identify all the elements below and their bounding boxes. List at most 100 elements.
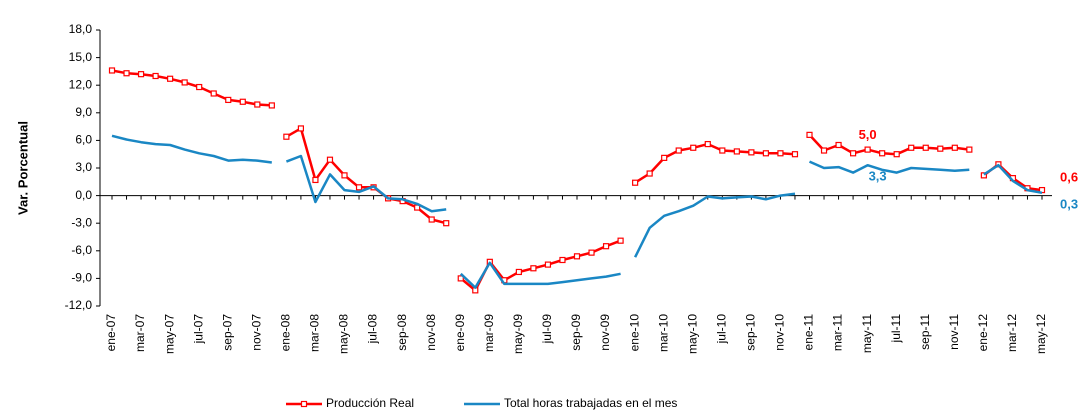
marker	[777, 150, 784, 157]
marker	[167, 75, 174, 82]
y-tick-label: 6,0	[75, 133, 92, 147]
x-tick-label: may-09	[511, 314, 525, 354]
x-tick-label: sep-11	[918, 314, 932, 350]
marker	[312, 176, 319, 184]
y-tick-label: -3,0	[71, 215, 92, 229]
marker	[617, 237, 624, 244]
marker	[210, 90, 217, 97]
marker	[646, 170, 653, 177]
x-tick-label: ene-09	[453, 314, 467, 352]
marker	[893, 151, 900, 158]
x-tick-label: jul-10	[714, 314, 728, 345]
x-tick-label: nov-08	[424, 314, 438, 351]
x-tick-label: nov-11	[947, 314, 961, 350]
x-tick-label: mar-09	[482, 314, 496, 352]
x-tick-label: jul-09	[540, 314, 554, 345]
marker	[152, 72, 159, 80]
marker	[588, 249, 595, 256]
marker	[573, 253, 581, 260]
line	[808, 134, 970, 156]
marker	[559, 256, 566, 264]
marker	[937, 145, 944, 152]
marker	[268, 102, 275, 109]
x-tick-label: sep-10	[744, 314, 758, 351]
marker	[196, 83, 203, 91]
data-label: 0,6	[1060, 170, 1078, 185]
line	[634, 142, 796, 184]
x-tick-label: may-07	[162, 314, 176, 354]
marker	[297, 125, 305, 132]
x-tick-label: ene-08	[279, 314, 293, 352]
marker	[922, 144, 929, 151]
x-tick-label: nov-09	[598, 314, 612, 351]
x-tick-label: mar-08	[308, 314, 322, 352]
marker	[137, 71, 145, 78]
line	[633, 192, 796, 258]
marker	[908, 144, 915, 151]
marker	[341, 172, 348, 179]
y-tick-label: 12,0	[69, 77, 93, 91]
x-tick-label: may-12	[1034, 314, 1048, 354]
line	[111, 134, 272, 164]
y-tick-label: 9,0	[75, 105, 92, 119]
line	[808, 160, 970, 174]
marker	[791, 151, 799, 158]
data-label: 0,3	[1060, 196, 1078, 211]
x-tick-label: may-08	[337, 314, 351, 354]
marker	[966, 146, 973, 153]
y-tick-label: -6,0	[71, 243, 92, 257]
marker	[632, 179, 639, 186]
x-tick-label: sep-07	[220, 314, 234, 351]
x-tick-label: mar-10	[656, 314, 670, 352]
marker	[108, 67, 116, 74]
line	[459, 261, 621, 289]
marker	[806, 131, 813, 138]
series-0: 5,0 0,6	[108, 67, 1078, 294]
marker	[733, 148, 740, 155]
marker	[690, 144, 697, 151]
marker	[719, 147, 726, 154]
marker	[239, 98, 246, 105]
x-tick-label: ene-07	[104, 314, 118, 352]
marker	[225, 96, 232, 104]
x-tick-label: may-10	[685, 314, 699, 354]
y-tick-label: 3,0	[75, 160, 92, 174]
marker	[326, 156, 334, 163]
marker	[661, 154, 668, 161]
marker	[283, 133, 290, 140]
y-tick-label: -9,0	[71, 271, 92, 285]
x-tick-label: may-11	[860, 314, 874, 353]
legend-label: Total horas trabajadas en el mes	[504, 396, 677, 410]
y-tick-label: 15,0	[69, 50, 93, 64]
x-tick-label: mar-07	[133, 314, 147, 352]
x-tick-label: jul-08	[366, 314, 380, 345]
y-tick-label: -12,0	[65, 298, 93, 312]
series-1: 3,3 0,3	[111, 134, 1078, 289]
x-tick-label: jul-07	[191, 314, 205, 345]
x-tick-label: jul-11	[889, 314, 903, 344]
marker	[515, 268, 522, 276]
marker	[254, 101, 261, 108]
marker	[704, 140, 711, 148]
x-tick-label: sep-08	[395, 314, 409, 351]
line	[285, 154, 447, 213]
marker	[544, 261, 552, 268]
marker	[675, 147, 682, 154]
marker	[980, 172, 987, 179]
y-axis-label: Var. Porcentual	[15, 121, 30, 215]
marker	[602, 243, 610, 250]
marker	[428, 216, 435, 223]
legend-marker	[300, 400, 308, 408]
x-tick-label: ene-12	[976, 314, 990, 352]
marker	[123, 70, 130, 77]
marker	[864, 146, 871, 153]
data-label: 5,0	[859, 127, 877, 142]
x-tick-label: mar-12	[1005, 314, 1019, 352]
marker	[879, 150, 886, 157]
x-tick-label: ene-11	[802, 314, 816, 351]
marker	[355, 184, 363, 191]
marker	[762, 150, 770, 157]
marker	[181, 79, 188, 86]
line	[983, 163, 1043, 195]
